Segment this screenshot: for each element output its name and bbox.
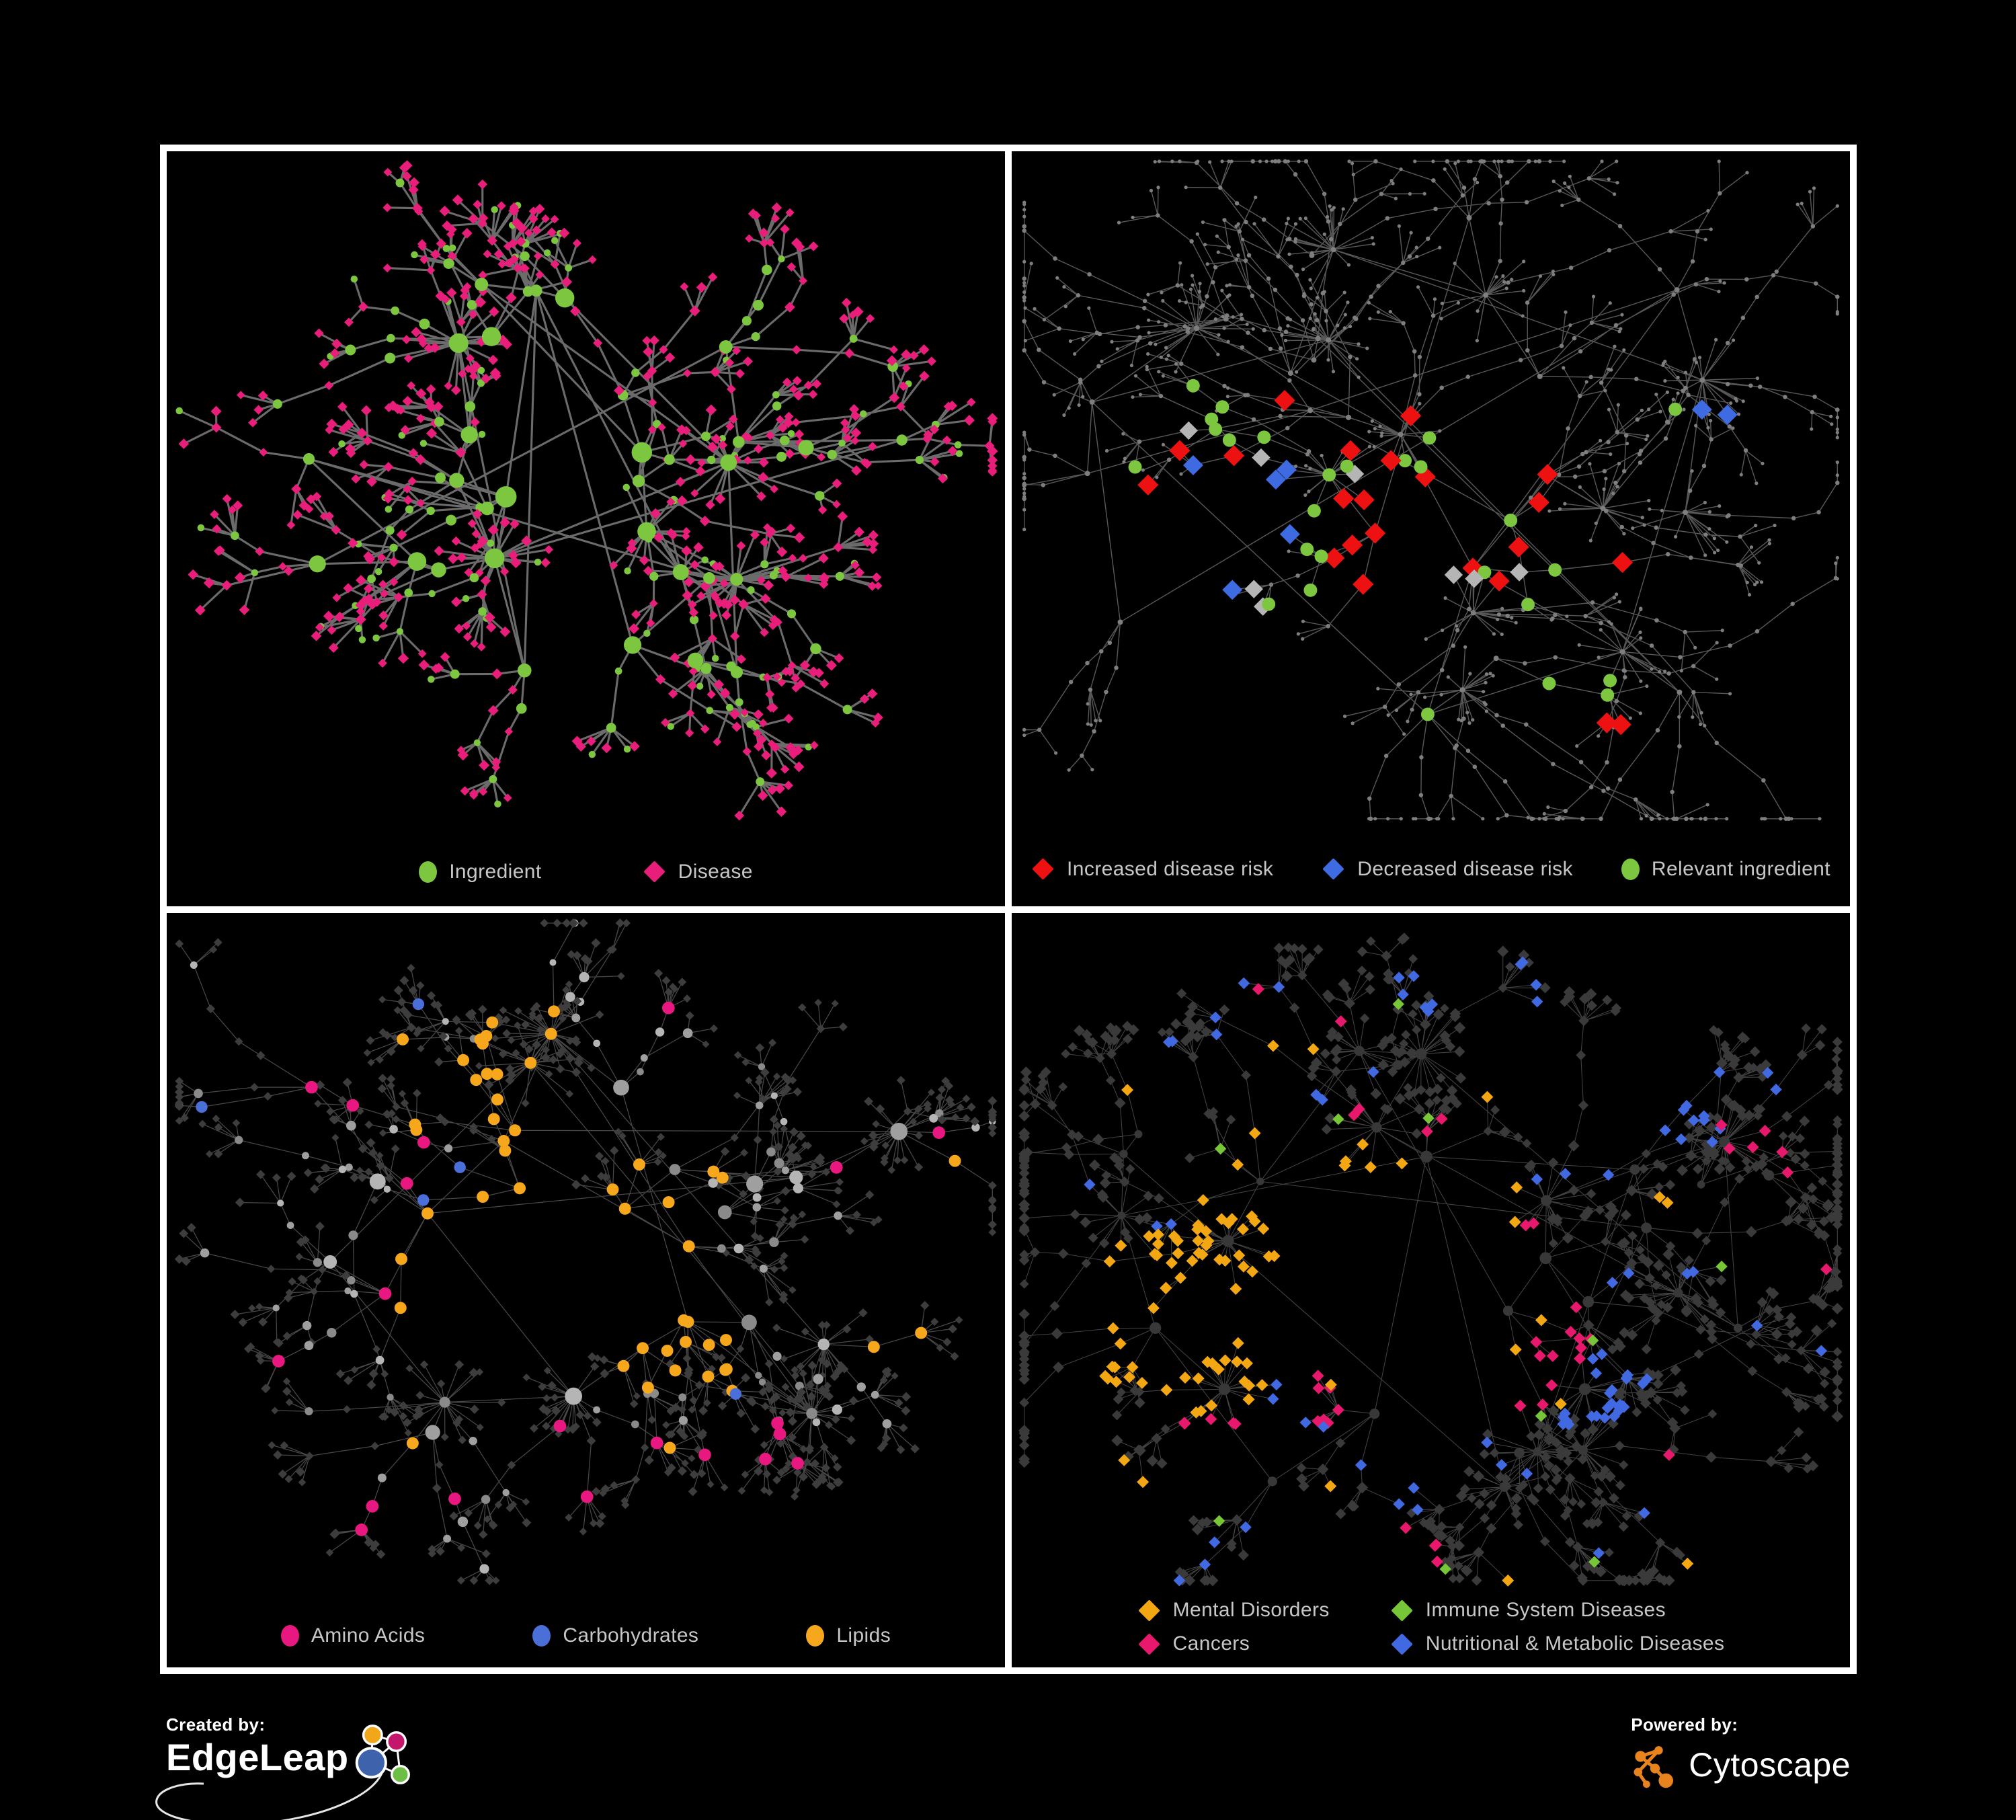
legend-label: Increased disease risk: [1067, 857, 1274, 880]
diamond-marker-icon: [1032, 858, 1054, 880]
network-graph: [175, 160, 998, 821]
legend-label: Amino Acids: [311, 1624, 426, 1647]
diamond-marker-icon: [643, 861, 666, 883]
circle-marker-icon: [419, 861, 438, 883]
edgeleap-logo-icon: [355, 1725, 410, 1784]
legend-item: Decreased disease risk: [1322, 858, 1573, 881]
created-by-label: Created by:: [166, 1714, 266, 1735]
circle-marker-icon: [280, 1625, 299, 1647]
legend-label: Immune System Diseases: [1425, 1599, 1666, 1621]
cytoscape-wordmark: Cytoscape: [1689, 1746, 1851, 1784]
legend-label: Ingredient: [449, 860, 542, 883]
cytoscape-logo: Cytoscape: [1631, 1741, 1851, 1789]
legend-item: Ingredient: [419, 861, 541, 883]
cytoscape-logo-icon: [1634, 1746, 1674, 1788]
legend-label: Decreased disease risk: [1357, 857, 1573, 880]
diamond-marker-icon: [1390, 1599, 1413, 1622]
legend: Mental Disorders Immune System Diseases Ca…: [1137, 1599, 1725, 1655]
network-graph: [1022, 159, 1840, 822]
legend-label: Nutritional & Metabolic Diseases: [1425, 1632, 1725, 1655]
edgeleap-swoosh-icon: [155, 1764, 385, 1820]
legend-item: Disease: [643, 861, 753, 883]
panel-disease-class-network: Mental Disorders Immune System Diseases Ca…: [1012, 912, 1850, 1667]
legend-label: Lipids: [836, 1624, 891, 1647]
panel-grid: Ingredient Disease Increased disease risk…: [160, 145, 1857, 1674]
circle-marker-icon: [1621, 858, 1640, 880]
legend-item: Mental Disorders: [1137, 1599, 1330, 1622]
legend-label: Carbohydrates: [563, 1624, 699, 1647]
legend-item: Immune System Diseases: [1390, 1599, 1725, 1622]
legend-label: Relevant ingredient: [1651, 857, 1830, 880]
legend-label: Cancers: [1172, 1632, 1250, 1655]
legend-label: Disease: [678, 860, 753, 883]
diamond-marker-icon: [1137, 1599, 1160, 1622]
powered-by-credit: Powered by: Cytoscape: [1631, 1714, 1851, 1789]
legend-label: Mental Disorders: [1172, 1599, 1330, 1621]
edgeleap-wordmark: EdgeLeap: [166, 1736, 349, 1778]
powered-by-label: Powered by:: [1631, 1714, 1738, 1735]
legend-item: Increased disease risk: [1031, 858, 1273, 881]
edgeleap-logo: EdgeLeap: [155, 1725, 421, 1820]
panel-disease-risk-network: Increased disease risk Decreased disease …: [1012, 151, 1850, 906]
legend-item: Carbohydrates: [532, 1624, 698, 1647]
panel-ingredient-disease-network: Ingredient Disease: [167, 151, 1005, 906]
legend-item: Relevant ingredient: [1621, 858, 1830, 881]
diamond-marker-icon: [1322, 858, 1345, 880]
legend-item: Amino Acids: [280, 1624, 426, 1647]
legend-item: Lipids: [806, 1624, 891, 1647]
diamond-marker-icon: [1390, 1632, 1413, 1655]
circle-marker-icon: [806, 1625, 825, 1647]
panel-nutrient-class-network: Amino Acids Carbohydrates Lipids: [167, 912, 1005, 1667]
network-graph: [1018, 932, 1844, 1587]
legend: Ingredient Disease: [167, 861, 1005, 883]
legend-item: Nutritional & Metabolic Diseases: [1390, 1632, 1725, 1655]
legend: Amino Acids Carbohydrates Lipids: [167, 1624, 1005, 1647]
diamond-marker-icon: [1137, 1632, 1160, 1655]
network-graph: [174, 918, 998, 1585]
legend-item: Cancers: [1137, 1632, 1330, 1655]
legend: Increased disease risk Decreased disease …: [1012, 858, 1850, 881]
circle-marker-icon: [532, 1625, 551, 1647]
created-by-credit: Created by: EdgeLeap: [155, 1714, 421, 1820]
